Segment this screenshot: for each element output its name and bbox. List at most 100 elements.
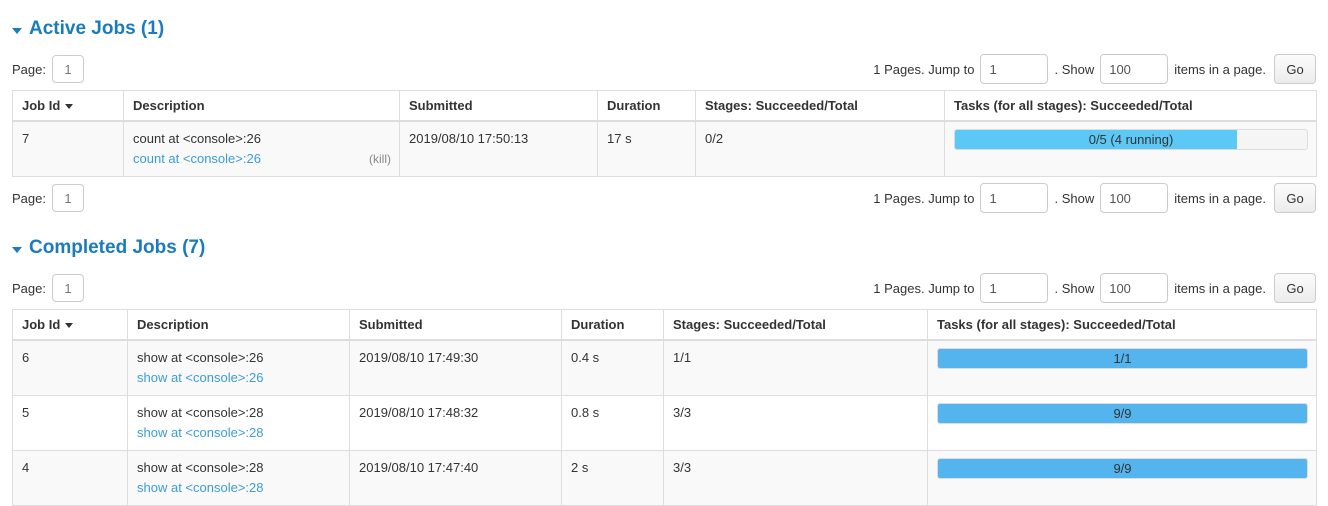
completed-job-id-value: 5 — [22, 405, 30, 420]
completed-table-body: 6 show at <console>:26 show at <console>… — [12, 339, 1317, 506]
kill-job-link[interactable]: (kill) — [369, 152, 391, 166]
active-cell-submitted: 2019/08/10 17:50:13 — [399, 120, 598, 177]
completed-col-description[interactable]: Description — [127, 309, 350, 341]
active-col-job-id[interactable]: Job Id — [12, 90, 124, 122]
active-jump-input-bottom[interactable] — [980, 183, 1049, 213]
active-col-tasks[interactable]: Tasks (for all stages): Succeeded/Total — [944, 90, 1317, 122]
completed-cell-job-id: 6 — [12, 339, 128, 396]
active-cell-job-id: 7 — [12, 120, 124, 177]
tasks-progress-label: 9/9 — [1113, 461, 1132, 476]
active-stages-value: 0/2 — [705, 131, 724, 146]
completed-cell-duration: 0.8 s — [561, 395, 664, 451]
completed-cell-submitted: 2019/08/10 17:49:30 — [349, 339, 562, 396]
tasks-progress-fill — [938, 459, 1307, 478]
completed-jobs-table: Job Id Description Submitted Duration St… — [12, 309, 1317, 506]
active-col-duration[interactable]: Duration — [597, 90, 696, 122]
tasks-progress-label: 1/1 — [1113, 351, 1132, 366]
active-job-id-value: 7 — [22, 131, 30, 146]
completed-col-submitted[interactable]: Submitted — [349, 309, 562, 341]
completed-col-stages[interactable]: Stages: Succeeded/Total — [663, 309, 928, 341]
completed-submitted-value: 2019/08/10 17:48:32 — [359, 405, 479, 420]
completed-col-job-id[interactable]: Job Id — [12, 309, 128, 341]
active-show-input-bottom[interactable] — [1100, 183, 1169, 213]
completed-description-link[interactable]: show at <console>:26 — [137, 370, 264, 385]
active-show-text-bottom: . Show — [1054, 190, 1095, 206]
active-cell-duration: 17 s — [597, 120, 696, 177]
table-row: 6 show at <console>:26 show at <console>… — [12, 339, 1317, 396]
sort-desc-icon — [65, 323, 74, 328]
completed-col-duration[interactable]: Duration — [561, 309, 664, 341]
completed-description-title: show at <console>:28 — [137, 460, 264, 475]
completed-submitted-value: 2019/08/10 17:49:30 — [359, 350, 479, 365]
active-go-button-top[interactable]: Go — [1274, 54, 1316, 84]
completed-page-input-top[interactable] — [51, 274, 84, 302]
tasks-progress-fill — [938, 404, 1307, 423]
active-description-row: count at <console>:26 (kill) — [133, 149, 391, 169]
active-page-label-top: Page: — [12, 61, 46, 77]
active-page-input-bottom[interactable] — [51, 184, 84, 212]
completed-cell-stages: 1/1 — [663, 339, 928, 396]
active-pagination-top: Page: 1 Pages. Jump to . Show items in a… — [12, 48, 1316, 90]
tasks-progress-label: 9/9 — [1113, 406, 1132, 421]
completed-show-text-top: . Show — [1054, 280, 1095, 296]
caret-down-icon — [12, 247, 22, 253]
active-jump-input-top[interactable] — [980, 54, 1049, 84]
active-items-text-bottom: items in a page. — [1174, 190, 1266, 206]
active-submitted-value: 2019/08/10 17:50:13 — [409, 131, 529, 146]
active-page-group-bottom: Page: — [12, 184, 84, 212]
table-row: 5 show at <console>:28 show at <console>… — [12, 395, 1317, 451]
active-pages-text-top: 1 Pages. Jump to — [873, 61, 975, 77]
completed-description-row: show at <console>:26 — [137, 368, 341, 388]
active-description-title: count at <console>:26 — [133, 131, 261, 146]
completed-description-row: show at <console>:28 — [137, 478, 341, 498]
active-col-stages[interactable]: Stages: Succeeded/Total — [695, 90, 945, 122]
tasks-progress-bar: 0/5 (4 running) — [954, 129, 1308, 150]
completed-cell-duration: 2 s — [561, 450, 664, 506]
sort-desc-icon — [65, 104, 74, 109]
active-go-button-bottom[interactable]: Go — [1274, 183, 1316, 213]
active-page-input-top[interactable] — [51, 55, 84, 83]
table-row: 4 show at <console>:28 show at <console>… — [12, 450, 1317, 506]
active-description-link[interactable]: count at <console>:26 — [133, 151, 261, 166]
tasks-progress-label: 0/5 (4 running) — [1088, 132, 1174, 147]
active-cell-tasks: 0/5 (4 running) — [944, 120, 1317, 177]
completed-show-input-top[interactable] — [1100, 273, 1169, 303]
completed-go-button-top[interactable]: Go — [1274, 273, 1316, 303]
completed-description-link[interactable]: show at <console>:28 — [137, 425, 264, 440]
completed-table-header-row: Job Id Description Submitted Duration St… — [12, 309, 1317, 341]
active-table-header-row: Job Id Description Submitted Duration St… — [12, 90, 1317, 122]
completed-description-link[interactable]: show at <console>:28 — [137, 480, 264, 495]
completed-cell-description: show at <console>:28 show at <console>:2… — [127, 450, 350, 506]
completed-description-row: show at <console>:28 — [137, 423, 341, 443]
caret-down-icon — [12, 28, 22, 34]
tasks-progress-fill — [938, 349, 1307, 368]
completed-pages-text-top: 1 Pages. Jump to — [873, 280, 975, 296]
active-jobs-heading[interactable]: Active Jobs (1) — [12, 0, 1316, 48]
tasks-progress-bar: 9/9 — [937, 458, 1308, 479]
active-col-submitted[interactable]: Submitted — [399, 90, 598, 122]
completed-cell-submitted: 2019/08/10 17:48:32 — [349, 395, 562, 451]
active-show-text-top: . Show — [1054, 61, 1095, 77]
active-col-description[interactable]: Description — [123, 90, 400, 122]
completed-col-tasks[interactable]: Tasks (for all stages): Succeeded/Total — [927, 309, 1317, 341]
active-jobs-table: Job Id Description Submitted Duration St… — [12, 90, 1317, 177]
completed-cell-tasks: 9/9 — [927, 450, 1317, 506]
active-table-body: 7 count at <console>:26 count at <consol… — [12, 120, 1317, 177]
active-show-input-top[interactable] — [1100, 54, 1169, 84]
completed-cell-submitted: 2019/08/10 17:47:40 — [349, 450, 562, 506]
active-duration-value: 17 s — [607, 131, 632, 146]
completed-cell-stages: 3/3 — [663, 395, 928, 451]
completed-description-title: show at <console>:28 — [137, 405, 264, 420]
completed-page-label-top: Page: — [12, 280, 46, 296]
completed-jobs-heading[interactable]: Completed Jobs (7) — [12, 219, 1316, 267]
completed-job-id-value: 6 — [22, 350, 30, 365]
completed-jump-input-top[interactable] — [980, 273, 1049, 303]
completed-duration-value: 0.8 s — [571, 405, 600, 420]
active-jump-group-top: 1 Pages. Jump to . Show items in a page.… — [873, 54, 1316, 84]
tasks-progress-bar: 1/1 — [937, 348, 1308, 369]
tasks-progress-bar: 9/9 — [937, 403, 1308, 424]
completed-submitted-value: 2019/08/10 17:47:40 — [359, 460, 479, 475]
completed-stages-value: 1/1 — [673, 350, 692, 365]
completed-page-group-top: Page: — [12, 274, 84, 302]
